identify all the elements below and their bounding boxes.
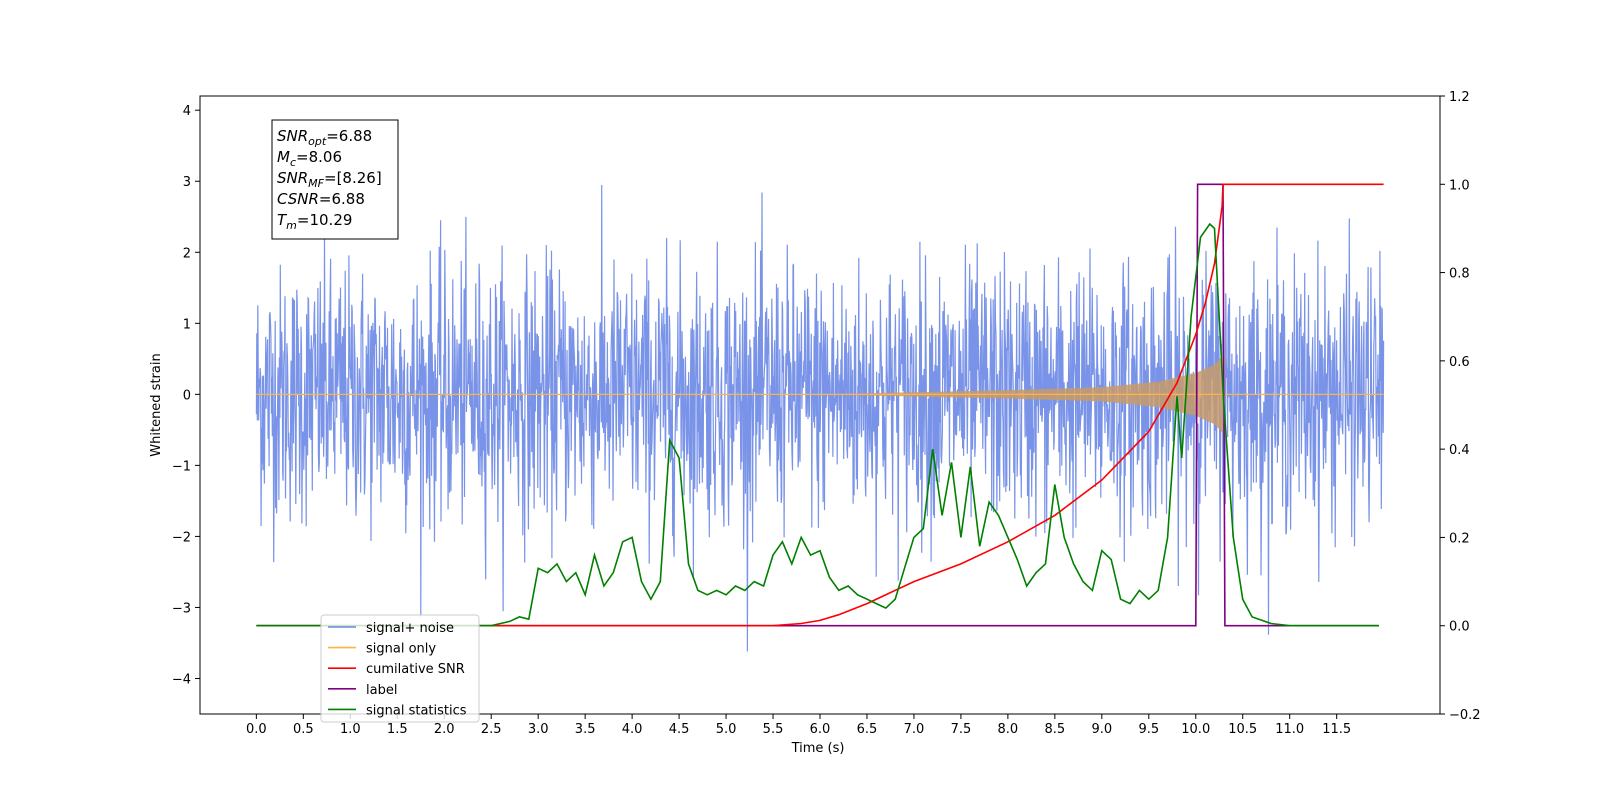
y2-tick-label: 0.8: [1449, 267, 1470, 282]
label-line: [256, 183, 1379, 627]
annotation-frame: [271, 119, 399, 240]
annotation-line: Mc=8.06: [277, 148, 342, 169]
x-tick-label: 3.0: [528, 722, 549, 737]
x-tick-label: 7.0: [904, 722, 925, 737]
signal-only-series: [256, 355, 1384, 434]
x-tick-label: 5.0: [716, 722, 737, 737]
annotation-value: =[8.26]: [324, 169, 382, 187]
right-axis-series: [256, 183, 1384, 627]
annotation-subscript: m: [286, 219, 297, 232]
parameter-annotation-box: SNRopt=6.88Mc=8.06SNRMF=[8.26]CSNR=6.88T…: [271, 119, 399, 240]
annotation-value: =10.29: [297, 211, 353, 229]
signal-noise-series: [255, 184, 1385, 652]
x-tick-label: 0.0: [246, 722, 267, 737]
y2-tick-label: 1.0: [1449, 178, 1470, 193]
annotation-symbol: SNR: [277, 169, 308, 187]
x-tick-label: 11.5: [1322, 722, 1351, 737]
y-tick-label: −3: [172, 601, 191, 616]
annotation-symbol: CSNR: [277, 190, 319, 208]
y-tick-label: −4: [172, 672, 191, 687]
legend-label: signal statistics: [366, 703, 467, 718]
annotation-value: =6.88: [326, 127, 372, 145]
y-tick-label: 2: [183, 246, 191, 261]
legend-label: signal only: [366, 642, 436, 657]
x-tick-label: 1.5: [387, 722, 408, 737]
x-tick-label: 8.0: [998, 722, 1019, 737]
signal-noise-line: [255, 184, 1385, 652]
annotation-line: SNRopt=6.88: [277, 127, 372, 148]
y2-tick-label: 0.0: [1449, 620, 1470, 635]
annotation-line: CSNR=6.88: [277, 190, 365, 208]
annotation-line: SNRMF=[8.26]: [277, 169, 382, 190]
legend-frame: [320, 614, 480, 723]
annotation-subscript: c: [290, 156, 296, 169]
x-tick-label: 4.0: [622, 722, 643, 737]
x-tick-label: 2.5: [481, 722, 502, 737]
y-tick-label: 3: [183, 175, 191, 190]
y2-tick-label: −0.2: [1449, 708, 1481, 723]
x-tick-label: 10.0: [1181, 722, 1210, 737]
x-tick-label: 6.5: [857, 722, 878, 737]
y2-tick-label: 0.4: [1449, 443, 1470, 458]
x-tick-label: 5.5: [763, 722, 784, 737]
x-tick-label: 0.5: [293, 722, 314, 737]
x-tick-label: 2.0: [434, 722, 455, 737]
annotation-symbol: M: [277, 148, 290, 166]
x-tick-label: 7.5: [951, 722, 972, 737]
legend-label: cumilative SNR: [366, 662, 465, 677]
x-tick-label: 9.0: [1091, 722, 1112, 737]
annotation-subscript: opt: [308, 135, 327, 148]
x-axis-label: Time (s): [791, 741, 845, 756]
legend: signal+ noise signal only cumilative SNR la…: [320, 614, 480, 723]
y-tick-label: −2: [172, 530, 191, 545]
y2-tick-label: 0.2: [1449, 531, 1470, 546]
x-tick-label: 9.5: [1138, 722, 1159, 737]
x-tick-label: 4.5: [669, 722, 690, 737]
y2-tick-label: 0.6: [1449, 355, 1470, 370]
legend-label: signal+ noise: [366, 621, 454, 636]
y-tick-label: −1: [172, 459, 191, 474]
x-tick-label: 11.0: [1275, 722, 1304, 737]
annotation-subscript: MF: [308, 177, 324, 190]
y-tick-label: 1: [183, 317, 191, 332]
annotation-symbol: T: [277, 211, 288, 229]
y2-tick-label: 1.2: [1449, 90, 1470, 105]
signal-statistics-line: [256, 222, 1379, 627]
cumilative-snr-line: [256, 183, 1384, 627]
y-axis-right: 1.2 1.0 0.8 0.6 0.4 0.2 0.0 −0.2: [1440, 90, 1481, 723]
x-tick-label: 8.5: [1045, 722, 1066, 737]
x-tick-label: 10.5: [1228, 722, 1257, 737]
y-tick-label: 4: [183, 104, 191, 119]
x-tick-label: 1.0: [340, 722, 361, 737]
x-tick-label: 3.5: [575, 722, 596, 737]
x-tick-label: 6.0: [810, 722, 831, 737]
annotation-symbol: SNR: [277, 127, 308, 145]
annotation-value: =6.88: [319, 190, 365, 208]
y-axis-left: 4 3 2 1 0 −1 −2 −3 −4: [172, 104, 200, 687]
y-axis-label: Whitened strain: [149, 353, 164, 456]
annotation-value: =8.06: [296, 148, 342, 166]
legend-label: label: [366, 683, 397, 698]
annotation-line: Tm=10.29: [277, 211, 352, 232]
x-axis: 0.0 0.5 1.0 1.5 2.0 2.5 3.0 3.5 4.0 4.5 5.0 5.5 6.0 6…: [246, 714, 1351, 737]
y-tick-label: 0: [183, 388, 191, 403]
